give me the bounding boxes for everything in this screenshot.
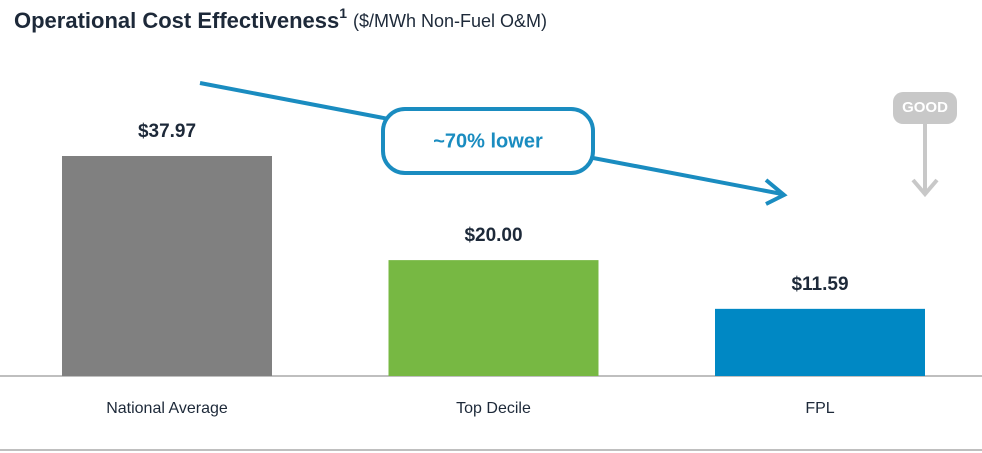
bar [388, 260, 599, 376]
title-superscript: 1 [339, 5, 347, 21]
trend-arrow: ~70% lower [199, 81, 788, 206]
value-label: $11.59 [791, 274, 848, 295]
chart-title: Operational Cost Effectiveness1 ($/MWh No… [14, 5, 547, 33]
good-arrow-head [911, 178, 939, 198]
good-indicator: GOOD [893, 92, 957, 198]
x-tick-label: Top Decile [456, 400, 531, 417]
subtitle: ($/MWh Non-Fuel O&M) [353, 11, 547, 31]
good-badge [893, 92, 957, 124]
value-label: $20.00 [464, 225, 522, 246]
bar [62, 156, 272, 376]
x-tick-label: FPL [805, 400, 834, 417]
x-tick-label: National Average [106, 400, 228, 417]
title-text: Operational Cost Effectiveness [14, 8, 339, 33]
good-text: GOOD [902, 99, 948, 116]
callout-text: ~70% lower [433, 130, 543, 152]
callout-box [381, 107, 595, 175]
arrow-head [764, 178, 788, 206]
value-label: $37.97 [138, 121, 196, 142]
bar [715, 308, 925, 376]
